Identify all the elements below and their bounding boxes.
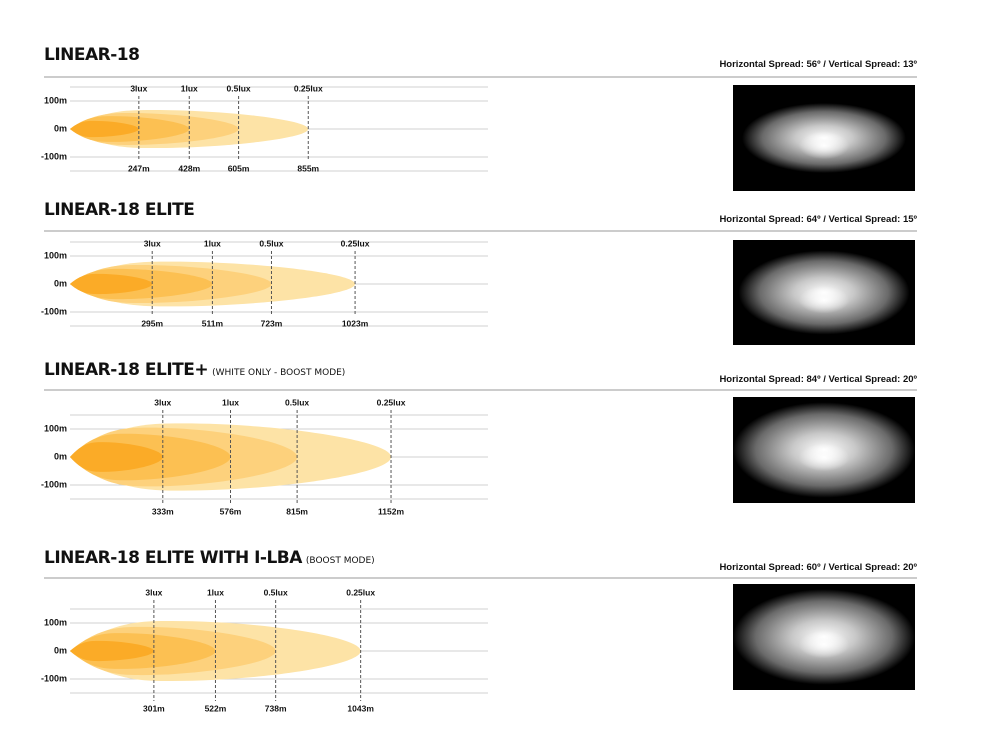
spread: Horizontal Spread: 56º / Vertical Spread…: [719, 59, 917, 70]
distance-label: 723m: [261, 318, 283, 328]
beam-chart: LINEAR-18 ELITE+ (WHITE ONLY - BOOST MODE…: [41, 360, 918, 516]
lux-label: 3lux: [145, 587, 162, 597]
distance-label: 511m: [202, 318, 224, 328]
distance-label: 605m: [228, 163, 250, 173]
y-tick-label: 100m: [44, 250, 67, 260]
y-tick-label: -100m: [41, 151, 67, 161]
horizontal-spread: Horizontal Spread: 60º: [719, 562, 821, 573]
lux-label: 0.5lux: [285, 397, 309, 407]
vertical-spread: Vertical Spread: 20º: [829, 562, 918, 573]
y-tick-label: 0m: [54, 123, 67, 133]
beam-core: [798, 443, 850, 472]
lux-label: 3lux: [144, 238, 161, 248]
separator: /: [821, 374, 829, 385]
spread: Horizontal Spread: 84º / Vertical Spread…: [719, 374, 917, 385]
beam-chart: LINEAR-18 Horizontal Spread: 56º / Vertic…: [41, 45, 918, 191]
beam-chart: LINEAR-18 ELITE Horizontal Spread: 64º / …: [41, 200, 918, 345]
beam-zone: [70, 640, 154, 662]
distance-label: 738m: [265, 703, 287, 713]
distance-label: 522m: [205, 703, 227, 713]
subtitle: (WHITE ONLY - BOOST MODE): [212, 368, 345, 378]
y-tick-label: 100m: [44, 95, 67, 105]
lux-label: 0.5lux: [264, 587, 288, 597]
beam-zone: [70, 273, 153, 295]
title-text: LINEAR-18 ELITE WITH I-LBA: [44, 548, 303, 568]
distance-label: 301m: [143, 703, 165, 713]
subtitle: (BOOST MODE): [306, 556, 375, 566]
vertical-spread: Vertical Spread: 13º: [829, 59, 918, 70]
title-text: LINEAR-18: [44, 45, 139, 65]
chart-title: LINEAR-18 ELITE: [44, 200, 194, 220]
beam-core: [798, 286, 850, 314]
horizontal-spread: Horizontal Spread: 84º: [719, 374, 821, 385]
distance-label: 247m: [128, 163, 150, 173]
distance-label: 1043m: [347, 703, 374, 713]
distance-label: 576m: [220, 506, 242, 516]
distance-label: 333m: [152, 506, 174, 516]
y-tick-label: 0m: [54, 645, 67, 655]
beam-chart: LINEAR-18 ELITE WITH I-LBA (BOOST MODE) Ho…: [41, 548, 918, 713]
distance-label: 1152m: [378, 506, 404, 516]
y-tick-label: 0m: [54, 278, 67, 288]
chart-title: LINEAR-18 ELITE WITH I-LBA (BOOST MODE): [44, 548, 375, 568]
title-text: LINEAR-18 ELITE+: [44, 360, 208, 380]
lux-label: 0.25lux: [294, 83, 323, 93]
lux-label: 1lux: [204, 238, 221, 248]
y-tick-label: 100m: [44, 423, 67, 433]
y-tick-label: 100m: [44, 617, 67, 627]
chart-title: LINEAR-18 ELITE+ (WHITE ONLY - BOOST MODE…: [44, 360, 345, 380]
distance-label: 855m: [297, 163, 319, 173]
chart-title: LINEAR-18: [44, 45, 139, 65]
beam-core: [798, 131, 850, 160]
lux-label: 0.5lux: [259, 238, 283, 248]
distance-label: 295m: [141, 318, 163, 328]
horizontal-spread: Horizontal Spread: 64º: [719, 214, 821, 225]
lux-label: 1lux: [207, 587, 224, 597]
distance-label: 428m: [178, 163, 200, 173]
lux-label: 1lux: [222, 397, 239, 407]
beam-zone: [70, 442, 163, 472]
lux-label: 0.25lux: [377, 397, 406, 407]
beam-core: [798, 630, 850, 659]
y-tick-label: -100m: [41, 673, 67, 683]
lux-label: 3lux: [154, 397, 171, 407]
vertical-spread: Vertical Spread: 20º: [829, 374, 918, 385]
lux-label: 0.25lux: [346, 587, 375, 597]
vertical-spread: Vertical Spread: 15º: [829, 214, 918, 225]
separator: /: [821, 214, 829, 225]
title-text: LINEAR-18 ELITE: [44, 200, 194, 220]
separator: /: [821, 59, 829, 70]
lux-label: 0.25lux: [341, 238, 370, 248]
lux-label: 3lux: [130, 83, 147, 93]
lux-label: 0.5lux: [227, 83, 251, 93]
y-tick-label: 0m: [54, 451, 67, 461]
spread: Horizontal Spread: 60º / Vertical Spread…: [719, 562, 917, 573]
y-tick-label: -100m: [41, 306, 67, 316]
distance-label: 815m: [286, 506, 308, 516]
spread: Horizontal Spread: 64º / Vertical Spread…: [719, 214, 917, 225]
lux-label: 1lux: [181, 83, 198, 93]
y-tick-label: -100m: [41, 479, 67, 489]
distance-label: 1023m: [342, 318, 369, 328]
beam-zone: [70, 120, 139, 138]
separator: /: [821, 562, 829, 573]
horizontal-spread: Horizontal Spread: 56º: [719, 59, 821, 70]
